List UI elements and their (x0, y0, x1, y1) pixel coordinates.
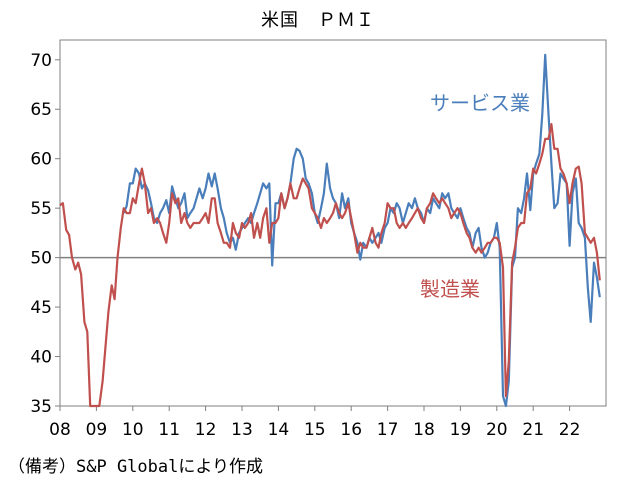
x-tick-label: 12 (195, 420, 217, 440)
x-tick-label: 13 (231, 420, 253, 440)
x-tick-label: 22 (559, 420, 581, 440)
x-tick-label: 08 (49, 420, 71, 440)
axes: 35 40 45 50 55 60 65 70 08 09 10 11 12 13 14 15 16 17 18 19… (30, 39, 607, 440)
services-label: サービス業 (430, 91, 530, 115)
y-tick-label: 70 (30, 51, 52, 71)
series-layer (59, 53, 601, 408)
y-tick-label: 50 (30, 249, 52, 269)
chart-title: 米国 ＰＭＩ (261, 10, 375, 31)
x-tick-label: 17 (377, 420, 399, 440)
y-tick-label: 35 (30, 397, 52, 417)
x-tick-label: 16 (340, 420, 362, 440)
x-tick-label: 21 (522, 420, 544, 440)
series-line-services (122, 53, 601, 408)
y-tick-label: 40 (30, 348, 52, 368)
manufacturing-label: 製造業 (420, 277, 480, 301)
x-tick-label: 19 (450, 420, 472, 440)
series-line-manufacturing (59, 123, 601, 408)
x-tick-label: 20 (486, 420, 508, 440)
source-note: （備考）S&P Globalにより作成 (8, 457, 264, 477)
x-tick-label: 11 (158, 420, 180, 440)
x-tick-label: 09 (86, 420, 108, 440)
x-tick-label: 10 (122, 420, 144, 440)
y-tick-label: 45 (30, 298, 52, 318)
y-tick-label: 55 (30, 199, 52, 219)
x-tick-label: 14 (268, 420, 290, 440)
x-tick-label: 15 (304, 420, 326, 440)
x-tick-label: 18 (413, 420, 435, 440)
y-tick-label: 60 (30, 150, 52, 170)
plot-frame (59, 39, 607, 407)
y-tick-label: 65 (30, 100, 52, 120)
